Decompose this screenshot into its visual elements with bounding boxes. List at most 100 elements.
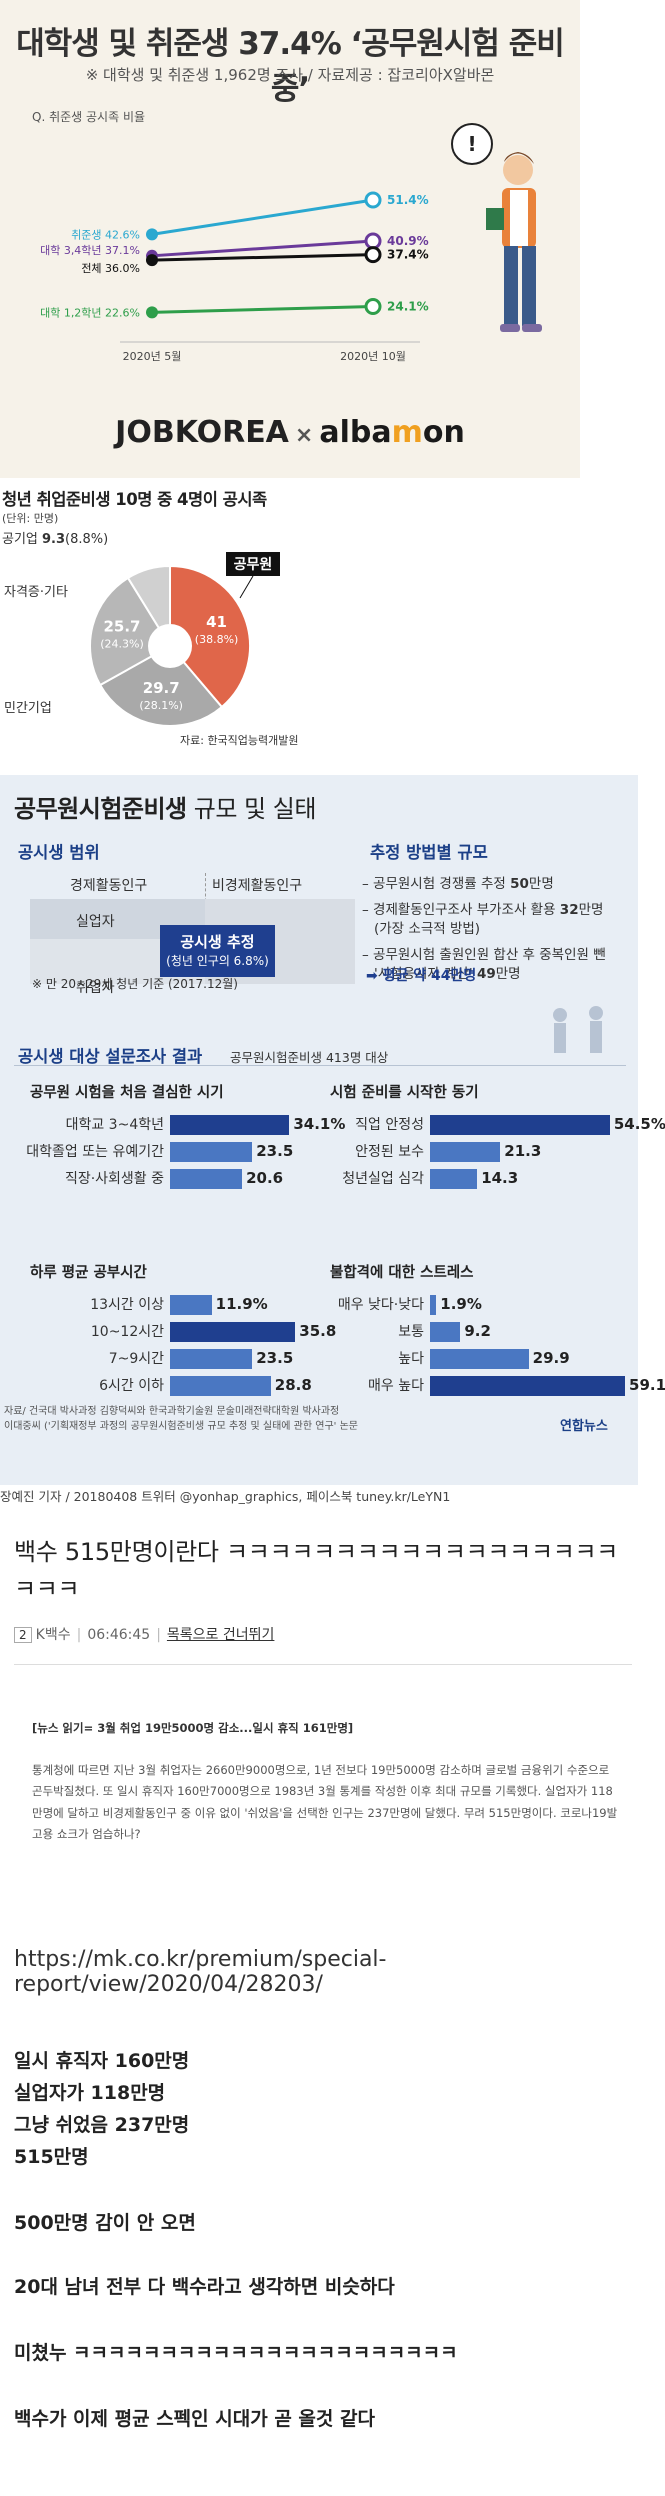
body-line: 500만명 감이 안 오면 — [14, 2212, 196, 2234]
survey-bar — [430, 1169, 478, 1189]
bar-category-label: 6시간 이하 — [99, 1378, 164, 1394]
bar-category-label: 13시간 이상 — [90, 1297, 164, 1313]
post-meta: 2 K백수 | 06:46:45 | 목록으로 건너뛰기 — [14, 1624, 274, 1644]
skip-to-list-link[interactable]: 목록으로 건너뛰기 — [166, 1627, 275, 1643]
bar-category-label: 매우 낮다·낮다 — [337, 1297, 424, 1313]
body-line: 515만명 — [14, 2146, 89, 2168]
body-line: 그냥 쉬었음 237만명 — [14, 2114, 190, 2136]
method-average: ➡ 평균 약 44만명 — [366, 968, 477, 984]
range-note: ※ 만 20~29세 청년 기준 (2017.12월) — [32, 977, 238, 991]
callout-box — [226, 552, 280, 576]
post-time: 06:46:45 — [87, 1627, 151, 1643]
data-point — [146, 306, 158, 319]
body-line: 미쳤누 ㅋㅋㅋㅋㅋㅋㅋㅋㅋㅋㅋㅋㅋㅋㅋㅋㅋㅋㅋㅋㅋㅋ — [14, 2342, 458, 2364]
pie-unit: (단위: 만명) — [2, 512, 59, 525]
slice-value: 25.7 — [103, 618, 140, 636]
pie-slice — [98, 644, 224, 727]
body-line: 일시 휴직자 160만명 — [14, 2050, 190, 2072]
source-link[interactable]: https://mk.co.kr/premium/special-report/… — [14, 1947, 387, 1997]
series-end-label: 24.1% — [387, 300, 429, 314]
post-writer[interactable]: K백수 — [35, 1627, 71, 1643]
series-start-label: 대학 1,2학년 22.6% — [40, 306, 140, 319]
callout-label: 공무원 — [234, 557, 273, 573]
bar-value-label: 11.9% — [215, 1295, 268, 1313]
survey-bar — [430, 1349, 529, 1369]
post-title: 백수 515만명이란다 ㅋㅋㅋㅋㅋㅋㅋㅋㅋㅋㅋㅋㅋㅋㅋㅋㅋㅋㅋㅋㅋ — [14, 1538, 619, 1604]
bar-category-label: 10~12시간 — [90, 1324, 164, 1340]
survey-bar — [430, 1295, 437, 1315]
body-line: 20대 남녀 전부 다 백수라고 생각하면 비슷하다 — [14, 2276, 395, 2298]
bar-category-label: 청년실업 심각 — [342, 1171, 424, 1187]
range-heading: 공시생 범위 — [18, 843, 100, 862]
series-line — [151, 253, 374, 262]
graphic-credit: 장예진 기자 / 20180408 트위터 @yonhap_graphics, … — [0, 1489, 451, 1504]
unemployed-label: 실업자 — [76, 914, 115, 930]
method-heading: 추정 방법별 규모 — [370, 843, 488, 862]
series-line — [151, 239, 374, 258]
news-body: 통계청에 따르면 지난 3월 취업자는 2660만9000명으로, 1년 전보다… — [32, 1763, 618, 1841]
survey-bar — [170, 1169, 243, 1189]
bar-value-label: 1.9% — [440, 1295, 482, 1313]
survey-bar — [170, 1322, 296, 1342]
survey-bar — [170, 1349, 253, 1369]
survey-bar — [430, 1322, 461, 1342]
chart-question: Q. 취준생 공시족 비율 — [32, 110, 146, 124]
news-headline: [뉴스 읽기= 3월 취업 19만5000명 감소...일시 휴직 161만명] — [32, 1721, 354, 1735]
q1-title: 공무원 시험을 처음 결심한 시기 — [30, 1085, 224, 1101]
pie-slice — [169, 564, 251, 709]
pie-slice — [89, 576, 172, 687]
bar-value-label: 23.5 — [256, 1142, 294, 1160]
series-start-label: 취준생 42.6% — [71, 228, 140, 241]
student-illustration: ! — [451, 123, 542, 332]
pie-slice — [126, 564, 171, 650]
slice-value: 29.7 — [143, 679, 180, 697]
bar-category-label: 보통 — [398, 1324, 424, 1340]
pie-label-private: 민간기업 — [4, 701, 52, 716]
survey-heading: 공시생 대상 설문조사 결과 — [18, 1047, 203, 1066]
employed-label: 취업자 — [76, 980, 115, 996]
data-point — [364, 232, 382, 250]
survey-bar — [170, 1115, 290, 1135]
bar-category-label: 대학교 3~4학년 — [65, 1117, 164, 1133]
logo-separator: × — [294, 423, 314, 448]
bar-value-label: 35.8 — [299, 1322, 337, 1340]
exclamation-mark: ! — [467, 132, 476, 156]
divider — [14, 1664, 632, 1665]
body-line: 백수가 이제 평균 스펙인 시대가 곧 올것 같다 — [14, 2408, 375, 2430]
footnote: 자료/ 건국대 박사과정 김향덕씨와 한국과학기술원 문술미래전략대학원 박사과… — [4, 1406, 358, 1432]
yonhap-logo: 연합뉴스 — [560, 1419, 608, 1434]
bar-category-label: 7~9시간 — [108, 1351, 164, 1367]
q4-title: 불합격에 대한 스트레스 — [330, 1265, 474, 1281]
survey-bar — [170, 1295, 212, 1315]
series-line — [151, 305, 374, 314]
data-point — [146, 254, 158, 267]
survey-subheading: 공무원시험준비생 413명 대상 — [230, 1050, 389, 1065]
brand-logos: JOBKOREA × albamon — [0, 415, 580, 450]
bar-value-label: 59.1 — [629, 1376, 665, 1394]
bar-value-label: 21.3 — [504, 1142, 542, 1160]
body-line: 실업자가 118만명 — [14, 2082, 166, 2104]
bar-category-label: 높다 — [398, 1351, 424, 1367]
series-line — [151, 198, 374, 236]
data-point — [146, 228, 158, 241]
slice-percent: (24.3%) — [100, 638, 144, 651]
infographic-jobkorea: 대학생 및 취준생 37.4% ‘공무원시험 준비중’ ※ 대학생 및 취준생 … — [0, 0, 580, 478]
x-tick-label: 2020년 5월 — [123, 350, 182, 363]
pie-label-cert: 자격증·기타 — [4, 585, 68, 600]
bar-category-label: 대학졸업 또는 유예기간 — [26, 1144, 164, 1160]
series-start-label: 대학 3,4학년 37.1% — [40, 244, 140, 257]
bar-value-label: 34.1% — [293, 1115, 346, 1133]
bar-category-label: 직장·사회생활 중 — [64, 1171, 164, 1187]
econ-active-label: 경제활동인구 — [70, 878, 148, 894]
infographic-yonhap: 공무원시험준비생 규모 및 실태 공시생 범위 경제활동인구 비경제활동인구 실… — [0, 775, 665, 1485]
series-end-label: 51.4% — [387, 193, 429, 207]
infographic-title: 대학생 및 취준생 37.4% ‘공무원시험 준비중’ — [16, 26, 565, 107]
bar-category-label: 직업 안정성 — [355, 1117, 424, 1133]
slice-percent: (28.1%) — [139, 699, 183, 712]
pie-source: 자료: 한국직업능력개발원 — [180, 734, 299, 747]
walking-people-icon — [553, 1006, 603, 1053]
bar-value-label: 23.5 — [256, 1349, 294, 1367]
x-tick-label: 2020년 10월 — [340, 350, 406, 363]
slice-value: 41 — [206, 613, 227, 631]
pie-chart: 41 (38.8%) 29.7 (28.1%) 25.7 (24.3%) 자격증·기타 민… — [4, 552, 280, 727]
